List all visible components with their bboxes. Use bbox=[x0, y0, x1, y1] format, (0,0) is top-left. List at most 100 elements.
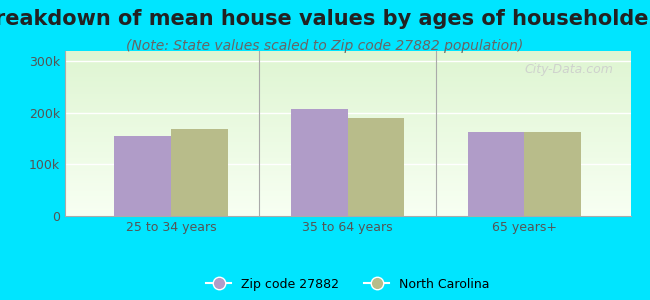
Bar bbox=[65, 62, 630, 64]
Bar bbox=[65, 147, 630, 148]
Bar bbox=[65, 153, 630, 155]
Bar bbox=[65, 124, 630, 125]
Bar bbox=[65, 120, 630, 122]
Bar bbox=[65, 157, 630, 158]
Bar bbox=[65, 99, 630, 100]
Bar bbox=[65, 102, 630, 104]
Bar bbox=[65, 114, 630, 115]
Bar bbox=[65, 181, 630, 183]
Bar bbox=[65, 71, 630, 72]
Bar bbox=[65, 84, 630, 86]
Bar bbox=[114, 136, 171, 216]
Bar bbox=[65, 118, 630, 120]
Bar bbox=[65, 135, 630, 137]
Bar bbox=[65, 171, 630, 173]
Bar bbox=[65, 52, 630, 54]
Bar bbox=[65, 170, 630, 171]
Bar bbox=[65, 107, 630, 109]
Bar bbox=[65, 176, 630, 178]
Bar bbox=[65, 115, 630, 117]
Bar bbox=[65, 69, 630, 71]
Bar bbox=[65, 122, 630, 124]
Bar bbox=[65, 91, 630, 92]
Bar bbox=[65, 167, 630, 168]
Bar bbox=[65, 74, 630, 76]
Bar bbox=[65, 193, 630, 194]
Bar bbox=[65, 105, 630, 107]
Text: City-Data.com: City-Data.com bbox=[525, 62, 614, 76]
Bar bbox=[65, 152, 630, 153]
Bar bbox=[65, 180, 630, 181]
Bar bbox=[65, 76, 630, 77]
Bar bbox=[65, 175, 630, 176]
Bar bbox=[65, 201, 630, 203]
Bar bbox=[65, 150, 630, 152]
Bar bbox=[65, 138, 630, 140]
Bar bbox=[468, 132, 525, 216]
Bar bbox=[65, 161, 630, 163]
Bar bbox=[65, 163, 630, 165]
Bar bbox=[65, 209, 630, 211]
Bar bbox=[65, 95, 630, 97]
Bar bbox=[65, 137, 630, 138]
Bar bbox=[65, 97, 630, 99]
Bar bbox=[65, 148, 630, 150]
Bar bbox=[65, 125, 630, 127]
Bar bbox=[65, 66, 630, 68]
Bar bbox=[65, 92, 630, 94]
Bar bbox=[65, 51, 630, 52]
Bar bbox=[65, 89, 630, 91]
Bar bbox=[171, 129, 228, 216]
Text: (Note: State values scaled to Zip code 27882 population): (Note: State values scaled to Zip code 2… bbox=[126, 39, 524, 53]
Bar bbox=[65, 173, 630, 175]
Bar bbox=[65, 117, 630, 118]
Bar bbox=[65, 104, 630, 105]
Bar bbox=[65, 132, 630, 134]
Bar bbox=[65, 168, 630, 170]
Bar bbox=[65, 145, 630, 147]
Bar bbox=[65, 186, 630, 188]
Bar bbox=[291, 109, 348, 216]
Bar bbox=[65, 77, 630, 79]
Bar bbox=[65, 214, 630, 216]
Bar bbox=[65, 191, 630, 193]
Bar bbox=[65, 64, 630, 66]
Bar bbox=[65, 79, 630, 81]
Bar bbox=[65, 72, 630, 74]
Bar bbox=[65, 200, 630, 201]
Bar bbox=[65, 183, 630, 184]
Bar bbox=[65, 198, 630, 200]
Bar bbox=[65, 213, 630, 214]
Bar bbox=[65, 190, 630, 191]
Bar bbox=[65, 143, 630, 145]
Bar bbox=[65, 196, 630, 198]
Bar bbox=[65, 203, 630, 205]
Bar bbox=[65, 128, 630, 130]
Bar bbox=[65, 87, 630, 89]
Bar bbox=[65, 110, 630, 112]
Bar bbox=[525, 133, 581, 216]
Bar bbox=[65, 112, 630, 114]
Legend: Zip code 27882, North Carolina: Zip code 27882, North Carolina bbox=[201, 272, 495, 296]
Bar bbox=[65, 160, 630, 161]
Bar bbox=[65, 142, 630, 143]
Bar bbox=[65, 208, 630, 209]
Bar bbox=[65, 204, 630, 206]
Bar bbox=[65, 94, 630, 95]
Bar bbox=[65, 85, 630, 87]
Text: Breakdown of mean house values by ages of householders: Breakdown of mean house values by ages o… bbox=[0, 9, 650, 29]
Bar bbox=[65, 109, 630, 110]
Bar bbox=[65, 134, 630, 135]
Bar bbox=[65, 211, 630, 213]
Bar bbox=[65, 81, 630, 82]
Bar bbox=[65, 56, 630, 58]
Bar bbox=[65, 59, 630, 61]
Bar bbox=[348, 118, 404, 216]
Bar bbox=[65, 194, 630, 196]
Bar bbox=[65, 165, 630, 167]
Bar bbox=[65, 54, 630, 56]
Bar bbox=[65, 68, 630, 69]
Bar bbox=[65, 100, 630, 102]
Bar bbox=[65, 178, 630, 180]
Bar bbox=[65, 140, 630, 142]
